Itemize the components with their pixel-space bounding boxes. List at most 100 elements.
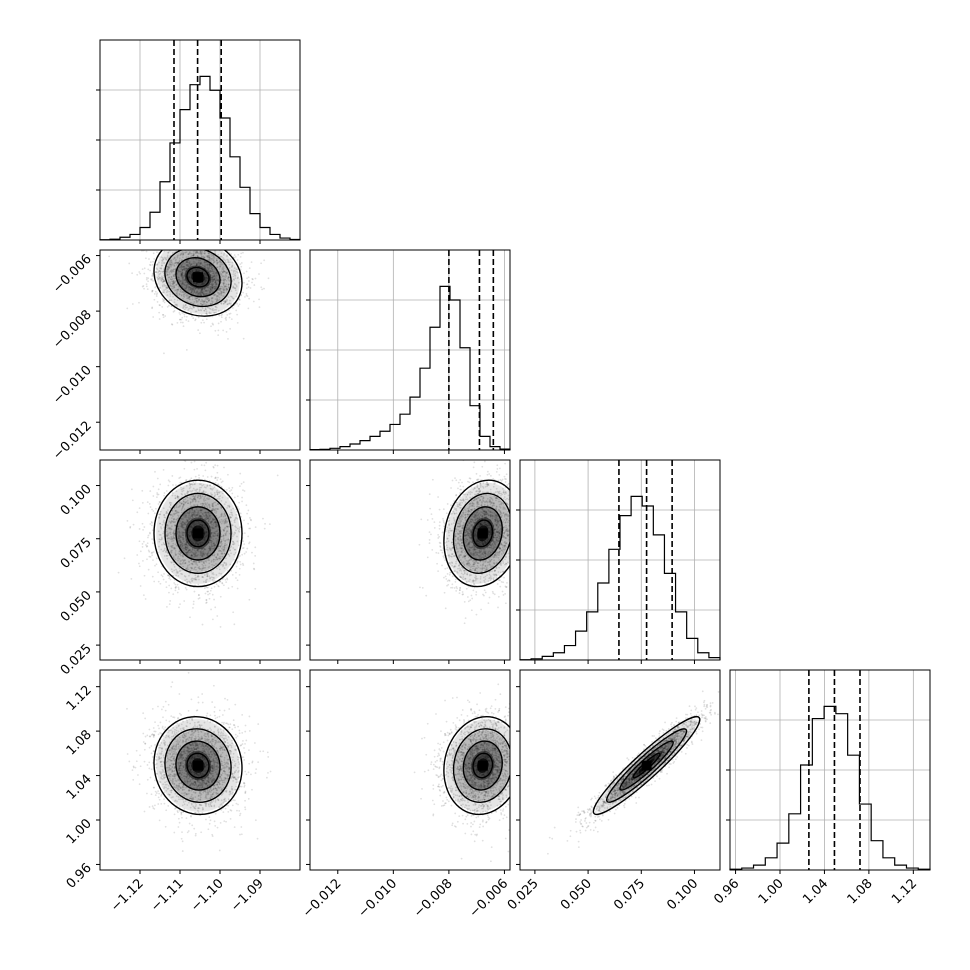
sample-point	[183, 241, 185, 243]
sample-point	[189, 307, 192, 310]
sample-point	[197, 245, 199, 247]
sample-point	[201, 303, 204, 306]
sample-point	[172, 283, 174, 286]
sample-point	[216, 262, 219, 264]
sample-point	[181, 244, 183, 246]
sample-point	[209, 285, 212, 288]
sample-point	[213, 287, 216, 290]
sample-point	[215, 283, 218, 285]
sample-point	[171, 252, 174, 254]
sample-point	[211, 286, 214, 289]
sample-point	[199, 250, 202, 253]
sample-point	[163, 728, 165, 731]
sample-point	[240, 265, 243, 268]
sample-point	[247, 771, 250, 774]
sample-point	[201, 541, 203, 544]
sample-point	[196, 251, 198, 254]
sample-point	[165, 286, 168, 289]
sample-point	[211, 286, 214, 289]
sample-point	[200, 321, 203, 324]
sample-point	[167, 545, 169, 548]
sample-point	[170, 261, 172, 264]
sample-point	[170, 285, 173, 288]
sample-point	[170, 520, 173, 523]
sample-point	[228, 280, 231, 282]
sample-point	[185, 541, 188, 544]
sample-point	[195, 292, 197, 295]
sample-point	[161, 257, 164, 259]
sample-point	[175, 304, 178, 307]
sample-point	[208, 264, 211, 267]
sample-point	[225, 283, 228, 286]
sample-point	[224, 274, 227, 276]
sample-point	[174, 268, 177, 270]
sample-point	[166, 287, 168, 290]
sample-point	[215, 525, 217, 528]
sample-point	[204, 266, 207, 269]
sample-point	[152, 280, 154, 282]
sample-point	[195, 282, 198, 285]
sample-point	[202, 303, 205, 306]
sample-point	[243, 519, 245, 522]
sample-point	[225, 288, 228, 291]
sample-point	[181, 274, 184, 277]
sample-point	[162, 316, 165, 319]
sample-point	[155, 563, 158, 566]
sample-point	[217, 279, 220, 281]
sample-point	[182, 524, 185, 526]
sample-point	[187, 289, 190, 292]
sample-point	[164, 257, 167, 260]
sample-point	[218, 271, 221, 273]
sample-point	[235, 292, 238, 295]
sample-point	[207, 566, 210, 569]
sample-point	[160, 275, 163, 278]
sample-point	[251, 551, 253, 554]
sample-point	[192, 242, 194, 244]
sample-point	[143, 574, 146, 577]
sample-point	[254, 546, 257, 549]
sample-point	[202, 300, 205, 303]
sample-point	[218, 298, 221, 301]
sample-point	[128, 262, 131, 265]
sample-point	[214, 606, 217, 609]
sample-point	[187, 283, 189, 285]
sample-point	[205, 303, 208, 306]
sample-point	[220, 316, 223, 319]
sample-point	[228, 276, 230, 279]
sample-point	[170, 270, 173, 273]
sample-point	[151, 272, 154, 275]
sample-point	[182, 293, 185, 296]
sample-point	[225, 330, 228, 333]
sample-point	[170, 261, 173, 264]
sample-point	[209, 302, 212, 305]
y-tick-label: 0.025	[58, 641, 95, 678]
sample-point	[205, 300, 208, 303]
sample-point	[158, 287, 161, 290]
sample-point	[238, 573, 241, 576]
sample-point	[222, 284, 225, 287]
sample-point	[199, 290, 202, 293]
sample-point	[230, 302, 232, 305]
sample-point	[172, 275, 175, 277]
sample-point	[226, 314, 229, 316]
sample-point	[170, 544, 173, 547]
sample-point	[207, 271, 210, 273]
sample-point	[229, 258, 232, 260]
sample-point	[160, 526, 162, 528]
sample-point	[171, 285, 174, 288]
sample-point	[246, 295, 249, 298]
sample-point	[168, 273, 171, 275]
sample-point	[238, 508, 240, 510]
sample-point	[171, 233, 173, 235]
sample-point	[181, 263, 184, 265]
sample-point	[204, 495, 206, 498]
sample-point	[195, 269, 197, 272]
sample-point	[262, 517, 264, 520]
sample-point	[186, 540, 188, 543]
sample-point	[173, 298, 176, 301]
sample-point	[181, 276, 184, 279]
sample-point	[205, 308, 207, 311]
sample-point	[163, 256, 166, 259]
sample-point	[199, 245, 201, 247]
sample-point	[183, 241, 185, 243]
